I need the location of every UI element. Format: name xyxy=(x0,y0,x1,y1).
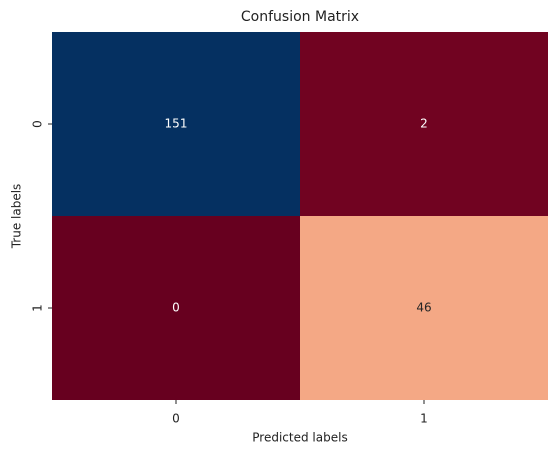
cell-label: 151 xyxy=(165,117,188,131)
heatmap-cell xyxy=(52,216,300,400)
heatmap-cell xyxy=(52,32,300,216)
heatmap-cell xyxy=(300,32,548,216)
y-tick-label: 1 xyxy=(31,304,45,312)
heatmap-cell xyxy=(300,216,548,400)
chart-title: Confusion Matrix xyxy=(241,9,359,25)
cell-label: 2 xyxy=(420,117,428,131)
cell-label: 46 xyxy=(416,301,431,315)
x-tick-label: 0 xyxy=(172,412,180,426)
y-tick-label: 0 xyxy=(31,120,45,128)
x-axis-label: Predicted labels xyxy=(252,431,347,445)
x-tick-label: 1 xyxy=(420,412,428,426)
y-axis-label: True labels xyxy=(10,184,24,250)
cell-label: 0 xyxy=(172,301,180,315)
